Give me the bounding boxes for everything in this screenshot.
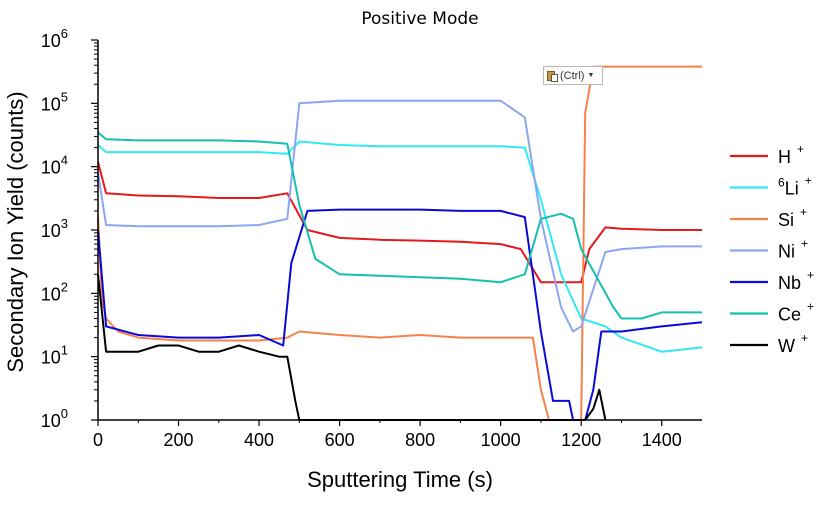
y-tick-label: 103 [41, 216, 68, 241]
legend-name: Ce [778, 305, 801, 325]
y-tick-label: 100 [41, 406, 68, 431]
y-tick-base: 10 [41, 158, 61, 178]
y-tick-label: 106 [41, 26, 68, 51]
legend-name: Li [785, 179, 799, 199]
y-tick-base: 10 [41, 284, 61, 304]
y-tick-base: 10 [41, 94, 61, 114]
x-tick-label: 1400 [642, 430, 682, 450]
legend-label: Si + [778, 205, 807, 230]
x-axis-label: Sputtering Time (s) [307, 467, 493, 492]
paste-options-button[interactable]: (Ctrl) ▼ [543, 66, 603, 85]
y-tick-label: 102 [41, 279, 68, 304]
legend-label: Nb + [778, 268, 814, 293]
legend-name: Si [778, 210, 794, 230]
y-tick-exponent: 5 [61, 89, 68, 104]
plot-area [97, 65, 703, 421]
x-tick-label: 600 [325, 430, 355, 450]
y-tick-base: 10 [41, 221, 61, 241]
legend-name: Nb [778, 273, 801, 293]
legend-charge: + [807, 300, 814, 314]
series-line-ce [97, 131, 702, 320]
x-tick-label: 1000 [481, 430, 521, 450]
legend-label: H + [778, 142, 804, 167]
y-tick-exponent: 4 [61, 153, 68, 168]
y-tick-exponent: 0 [61, 406, 68, 421]
y-tick-base: 10 [41, 411, 61, 431]
legend-charge: + [800, 205, 807, 219]
legend-isotope: 6 [778, 176, 785, 190]
series-line-li [97, 140, 703, 353]
x-tick-label: 400 [244, 430, 274, 450]
legend-label: Ni + [778, 237, 808, 262]
series-line-si [97, 65, 702, 421]
series-line-h [97, 161, 702, 284]
y-tick-exponent: 3 [61, 216, 68, 231]
axes [97, 40, 702, 421]
clipboard-icon [547, 69, 558, 82]
series-line-w [97, 274, 607, 421]
y-tick-exponent: 6 [61, 26, 68, 41]
y-tick-base: 10 [41, 348, 61, 368]
x-tick-label: 200 [164, 430, 194, 450]
legend-label: 6Li + [778, 174, 812, 199]
series-line-nb [97, 208, 703, 421]
legend-label: W + [778, 331, 808, 356]
legend-charge: + [805, 174, 812, 188]
legend-label: Ce + [778, 300, 814, 325]
y-axis-label: Secondary Ion Yield (counts) [3, 91, 28, 372]
legend-charge: + [801, 237, 808, 251]
y-tick-label: 104 [41, 153, 68, 178]
y-tick-exponent: 2 [61, 279, 68, 294]
paste-options-label: (Ctrl) [560, 69, 585, 82]
legend-name: H [778, 147, 791, 167]
x-tick-label: 0 [93, 430, 103, 450]
x-tick-label: 1200 [561, 430, 601, 450]
y-tick-exponent: 1 [61, 343, 68, 358]
y-tick-label: 105 [41, 89, 68, 114]
y-tick-label: 101 [41, 343, 68, 368]
x-ticks: 0 200 400 600 800 1000 1200 1400 [93, 420, 682, 450]
chevron-down-icon: ▼ [587, 72, 595, 79]
x-tick-label: 800 [405, 430, 435, 450]
legend-name: Ni [778, 242, 795, 262]
legend-charge: + [797, 142, 804, 156]
legend-name: W [778, 336, 795, 356]
y-tick-base: 10 [41, 31, 61, 51]
chart-title: Positive Mode [361, 9, 478, 29]
legend: H +6Li +Si +Ni +Nb +Ce +W + [730, 142, 814, 356]
legend-charge: + [807, 268, 814, 282]
legend-charge: + [801, 331, 808, 345]
series-line-ni [97, 99, 702, 333]
